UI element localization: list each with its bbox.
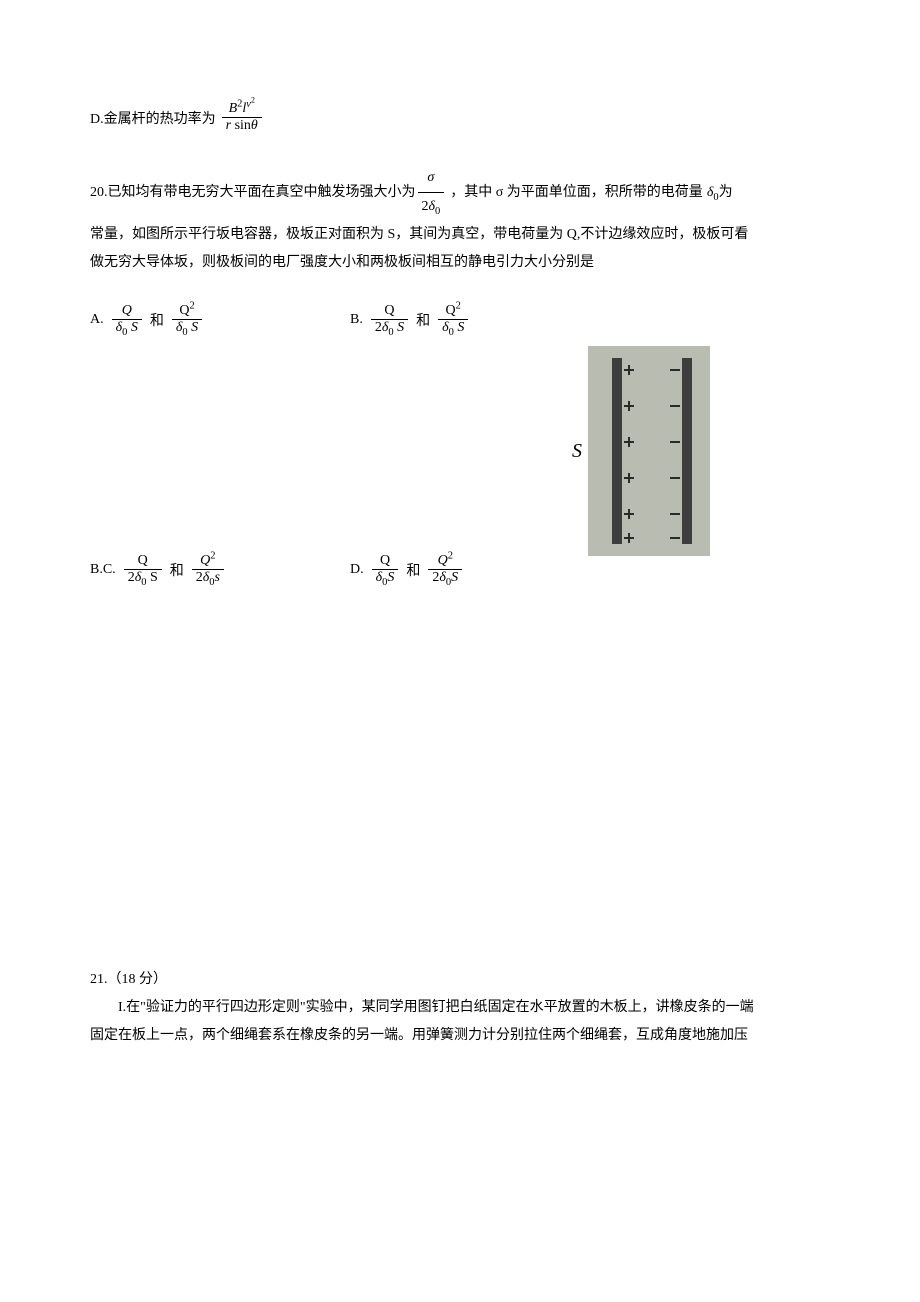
capacitor-svg: S bbox=[570, 346, 710, 556]
q20-option-d: D. Q δ0S 和 Q2 2δ0S bbox=[350, 553, 464, 586]
q20-number: 20. bbox=[90, 179, 108, 207]
option-frac2: Q2 2δ0s bbox=[192, 553, 224, 586]
q19-option-d-frac: B2lv2 r sinθ bbox=[222, 100, 262, 134]
q19-option-d-label: D.金属杆的热功率为 bbox=[90, 108, 216, 134]
frac-num: σ bbox=[418, 164, 445, 192]
q20-figure-row: S B.C. Q 2δ0 S 和 Q2 2δ0s D. Q δ0S bbox=[90, 356, 830, 586]
q21-header: 21.（18 分） bbox=[90, 966, 830, 994]
frac-den: r sinθ bbox=[222, 117, 262, 134]
q20-line3: 做无穷大导体坂，则极板间的电厂强度大小和两极板间相互的静电引力大小分别是 bbox=[90, 249, 830, 277]
option-frac1: Q δ0S bbox=[372, 553, 399, 586]
and-text: 和 bbox=[150, 310, 164, 330]
q20-option-b: B. Q 2δ0 S 和 Q2 δ0 S bbox=[350, 303, 470, 336]
q21-line2: 固定在板上一点，两个细绳套系在橡皮条的另一端。用弹簧测力计分别拉住两个细绳套，互… bbox=[90, 1022, 830, 1050]
q20-options-row1: A. Q δ0 S 和 Q2 δ0 S B. Q 2δ0 S 和 Q2 δ0 S bbox=[90, 303, 830, 336]
q20-options-row2: B.C. Q 2δ0 S 和 Q2 2δ0s D. Q δ0S 和 bbox=[90, 553, 464, 586]
q20-pre-text: 已知均有带电无穷大平面在真空中触发场强大小为 bbox=[108, 179, 416, 207]
option-frac1: Q 2δ0 S bbox=[124, 553, 162, 586]
exam-page: D.金属杆的热功率为 B2lv2 r sinθ 20. 已知均有带电无穷大平面在… bbox=[0, 0, 920, 1150]
q21: 21.（18 分） I.在"验证力的平行四边形定则"实验中，某同学用图钉把白纸固… bbox=[90, 966, 830, 1050]
option-frac2: Q2 2δ0S bbox=[428, 553, 462, 586]
and-text: 和 bbox=[416, 310, 430, 330]
option-label: B.C. bbox=[90, 562, 116, 578]
q20-line1: 20. 已知均有带电无穷大平面在真空中触发场强大小为 σ 2δ0 ，其中 σ 为… bbox=[90, 164, 830, 221]
q20-option-a: A. Q δ0 S 和 Q2 δ0 S bbox=[90, 303, 350, 336]
q20-delta0: δ0 bbox=[707, 179, 719, 207]
q20-mid-text1: ，其中 σ 为平面单位面，积所带的电荷量 bbox=[450, 179, 703, 207]
frac-den: 2δ0 bbox=[418, 192, 445, 221]
q20-option-c: B.C. Q 2δ0 S 和 Q2 2δ0s bbox=[90, 553, 350, 586]
option-frac2: Q2 δ0 S bbox=[172, 303, 202, 336]
option-frac1: Q 2δ0 S bbox=[371, 303, 408, 336]
capacitor-figure: S bbox=[570, 346, 710, 556]
option-frac1: Q δ0 S bbox=[112, 303, 142, 336]
option-frac2: Q2 δ0 S bbox=[438, 303, 468, 336]
option-label: A. bbox=[90, 312, 104, 328]
q21-line1: I.在"验证力的平行四边形定则"实验中，某同学用图钉把白纸固定在水平放置的木板上… bbox=[90, 994, 830, 1022]
frac-num: B2lv2 bbox=[222, 100, 262, 117]
option-label: D. bbox=[350, 562, 364, 578]
q20-line2: 常量，如图所示平行坂电容器，极坂正对面积为 S，其间为真空，带电荷量为 Q,不计… bbox=[90, 221, 830, 249]
q20-mid-text2: 为 bbox=[719, 179, 733, 207]
and-text: 和 bbox=[406, 560, 420, 580]
q20-sigma-frac: σ 2δ0 bbox=[418, 164, 445, 221]
option-label: B. bbox=[350, 312, 363, 328]
q20: 20. 已知均有带电无穷大平面在真空中触发场强大小为 σ 2δ0 ，其中 σ 为… bbox=[90, 164, 830, 277]
svg-text:S: S bbox=[572, 440, 582, 462]
and-text: 和 bbox=[170, 560, 184, 580]
q19-option-d: D.金属杆的热功率为 B2lv2 r sinθ bbox=[90, 100, 830, 134]
